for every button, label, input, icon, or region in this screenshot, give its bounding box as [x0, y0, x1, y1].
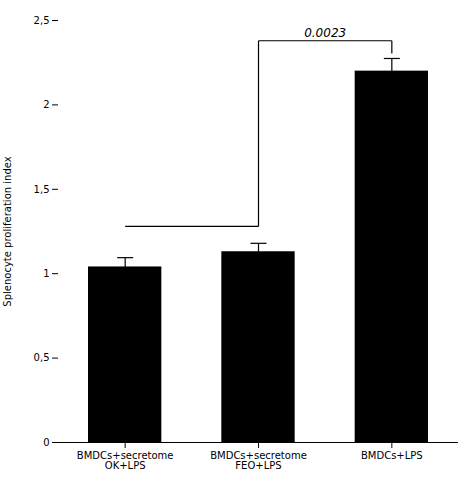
svg-text:BMDCs+secretomeFEO+LPS: BMDCs+secretomeFEO+LPS — [210, 450, 307, 471]
svg-text:0,5: 0,5 — [34, 352, 50, 363]
svg-text:1: 1 — [43, 268, 49, 279]
svg-text:0.0023: 0.0023 — [304, 26, 346, 40]
svg-text:0: 0 — [43, 437, 49, 448]
svg-text:BMDCs+LPS: BMDCs+LPS — [361, 450, 423, 461]
svg-text:2,5: 2,5 — [34, 15, 50, 26]
svg-text:1,5: 1,5 — [34, 184, 50, 195]
svg-text:BMDCs+secretomeOK+LPS: BMDCs+secretomeOK+LPS — [77, 450, 174, 471]
svg-text:2: 2 — [43, 99, 49, 110]
svg-text:Splenocyte proliferation index: Splenocyte proliferation index — [2, 156, 13, 306]
